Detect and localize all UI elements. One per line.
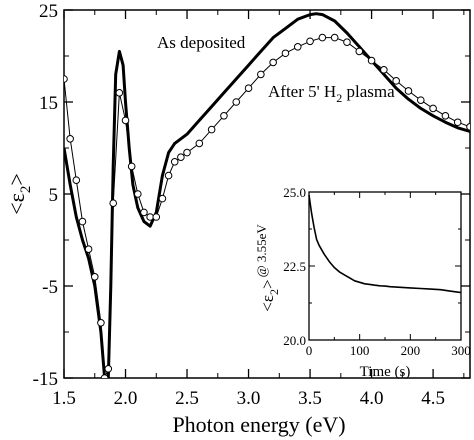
series-after-plasma-point	[367, 56, 376, 65]
inset-x-tick-label: 0	[306, 343, 313, 358]
main-series	[64, 12, 470, 378]
series-after-plasma-point	[158, 194, 167, 203]
series-after-plasma-point	[121, 116, 130, 125]
main-y-axis-label-sub: 2	[18, 186, 34, 194]
series-after-plasma-point	[127, 162, 136, 171]
annotation-after-plasma-suffix: plasma	[342, 82, 395, 101]
series-after-plasma-point	[220, 112, 228, 120]
inset-x-tick-label: 300	[451, 343, 471, 358]
series-after-plasma-point	[140, 208, 148, 217]
series-after-plasma-point	[293, 43, 302, 51]
series-after-plasma-point	[84, 245, 93, 253]
main-x-tick-label: 4.0	[360, 388, 384, 409]
main-x-tick-label: 3.5	[298, 388, 322, 409]
series-after-plasma-point	[152, 213, 161, 221]
series-after-plasma-point	[466, 123, 470, 131]
series-after-plasma-point	[330, 33, 339, 42]
main-x-tick-label: 3.0	[237, 388, 261, 409]
inset-tick-labels: 0 100 200 300 20.0 22.5 25.0	[283, 185, 471, 358]
series-after-plasma-point	[306, 37, 314, 46]
annotation-after-plasma-sub: 2	[336, 91, 342, 105]
inset-y-axis-label-suffix: @ 3.55eV	[254, 224, 269, 278]
main-x-tick-label: 2.5	[175, 388, 199, 409]
annotation-after-plasma-prefix: After 5' H	[268, 82, 336, 101]
main-y-tick-label: 25	[39, 1, 58, 22]
inset-plot-frame	[308, 191, 462, 341]
series-after-plasma-point	[404, 87, 413, 95]
series-after-plasma-point	[380, 66, 388, 74]
main-y-tick-label: -5	[42, 277, 58, 298]
series-after-plasma-point	[66, 135, 74, 143]
main-y-tick-label: -15	[33, 369, 58, 390]
main-y-axis-label: <ε2>	[4, 173, 34, 215]
inset-y-axis-label-sub: 2	[267, 289, 281, 295]
inset-series	[308, 194, 462, 294]
series-after-plasma-point	[232, 98, 241, 106]
series-after-plasma-point	[90, 273, 99, 281]
series-after-plasma-point	[100, 374, 109, 378]
series-after-plasma-point	[134, 190, 142, 198]
series-after-plasma-point	[244, 84, 253, 92]
annotation-as-deposited: As deposited	[157, 33, 246, 52]
main-tick-labels: 1.5 2.0 2.5 3.0 3.5 4.0 4.5 -15 -5 5 15 25	[33, 1, 445, 409]
series-after-plasma-point	[64, 75, 68, 83]
series-after-plasma-point	[78, 217, 87, 226]
series-after-plasma-point	[97, 319, 105, 327]
series-after-plasma-point	[146, 213, 154, 221]
main-y-axis-label-close: >	[4, 173, 29, 185]
series-after-plasma-point	[170, 158, 179, 166]
series-after-plasma-point	[257, 70, 265, 79]
series-after-plasma-point	[109, 199, 118, 207]
inset-y-tick-label: 22.5	[283, 259, 306, 274]
series-after-plasma-point	[343, 38, 351, 47]
inset-y-tick-label: 20.0	[283, 333, 306, 348]
annotation-after-plasma: After 5' H2 plasma	[268, 82, 395, 105]
inset-x-tick-label: 100	[350, 343, 370, 358]
series-after-plasma-point	[453, 118, 462, 127]
main-y-axis-label-main: <ε	[4, 193, 29, 215]
inset-y-axis-label-close: >	[258, 279, 277, 289]
series-after-plasma-point	[164, 171, 173, 180]
series-after-plasma-point	[177, 153, 185, 161]
main-y-tick-label: 15	[39, 93, 58, 114]
main-x-tick-label: 4.5	[421, 388, 445, 409]
series-after-plasma-point	[104, 365, 113, 373]
inset-series-line	[308, 194, 462, 294]
series-after-plasma-point	[392, 77, 400, 85]
main-ticks	[63, 9, 470, 379]
series-after-plasma-point	[269, 58, 277, 67]
main-x-axis-label: Photon energy (eV)	[172, 412, 345, 437]
main-x-tick-label: 2.0	[114, 388, 138, 409]
inset-y-axis-label: <ε2>@ 3.55eV	[254, 224, 281, 312]
series-after-plasma-point	[318, 33, 327, 42]
main-x-tick-label: 1.5	[52, 388, 76, 409]
series-after-plasma-point	[207, 125, 216, 134]
inset-x-axis-label: Time (s)	[360, 364, 411, 380]
series-after-plasma-point	[416, 96, 425, 104]
series-after-plasma-point	[355, 47, 364, 56]
series-after-plasma-point	[441, 112, 450, 120]
inset-y-axis-label-main: <ε	[258, 295, 277, 312]
series-after-plasma-point	[72, 176, 81, 184]
series-after-plasma-point	[183, 148, 191, 157]
series-after-plasma-point	[115, 89, 124, 97]
series-after-plasma-point	[429, 104, 437, 113]
series-after-plasma-point	[281, 49, 290, 58]
series-after-plasma-point	[195, 139, 204, 148]
inset-x-tick-label: 200	[401, 343, 421, 358]
inset-y-tick-label: 25.0	[283, 185, 306, 200]
main-y-tick-label: 5	[49, 185, 59, 206]
inset-ticks	[308, 191, 462, 341]
